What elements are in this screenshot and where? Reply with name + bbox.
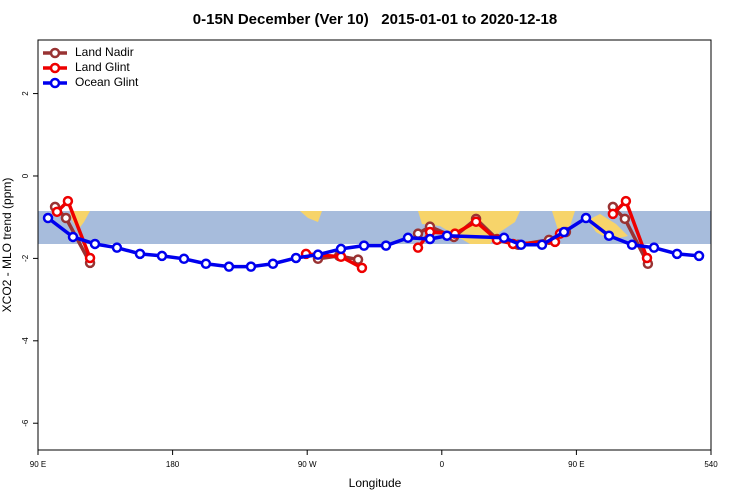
data-point: [671, 248, 683, 260]
data-point: [603, 230, 615, 241]
data-point: [89, 238, 101, 250]
data-point: [223, 261, 235, 272]
data-point: [290, 252, 302, 264]
data-point: [380, 240, 392, 251]
data-point: [626, 239, 638, 251]
legend-label: Land Nadir: [75, 45, 134, 59]
data-point: [424, 233, 436, 245]
legend-label: Ocean Glint: [75, 75, 139, 89]
data-point: [620, 195, 632, 207]
data-point: [402, 232, 414, 244]
chart-title: 0-15N December (Ver 10) 2015-01-01 to 20…: [193, 11, 557, 28]
data-point: [245, 261, 257, 272]
x-tick-label: 0: [440, 460, 445, 469]
data-point: [648, 242, 660, 253]
data-point: [111, 242, 123, 253]
data-point: [470, 216, 482, 227]
data-point: [641, 252, 653, 264]
y-tick-label: -6: [21, 419, 30, 427]
y-tick-label: -2: [21, 254, 30, 262]
legend-label: Land Glint: [75, 60, 130, 74]
data-point: [42, 212, 54, 224]
x-tick-label: 540: [704, 460, 718, 469]
legend-marker: [49, 62, 61, 74]
x-axis-label: Longitude: [349, 476, 402, 490]
y-axis-label: XCO2 - MLO trend (ppm): [0, 178, 14, 313]
plot-frame: [37, 39, 712, 451]
data-point: [607, 208, 619, 220]
data-point: [580, 212, 592, 224]
y-tick-label: 0: [21, 173, 30, 178]
data-point: [200, 258, 212, 269]
x-tick-label: 180: [166, 460, 180, 469]
data-point: [267, 258, 279, 269]
data-point: [515, 239, 527, 251]
y-tick-label: -4: [21, 337, 30, 345]
data-point: [178, 253, 190, 265]
data-point: [619, 213, 631, 225]
data-point: [134, 248, 146, 260]
x-tick-label: 90 E: [30, 460, 46, 469]
data-point: [312, 249, 324, 260]
data-point: [84, 252, 96, 264]
data-point: [356, 262, 368, 274]
data-point: [67, 231, 79, 243]
data-point: [358, 240, 370, 251]
data-point: [352, 254, 364, 265]
y-tick-label: 2: [21, 91, 30, 96]
data-point: [156, 250, 168, 262]
data-point: [412, 242, 424, 253]
legend-marker: [49, 77, 61, 89]
data-point: [536, 239, 548, 251]
data-point: [60, 212, 72, 224]
x-tick-label: 90 E: [568, 460, 584, 469]
x-tick-label: 90 W: [298, 460, 317, 469]
data-point: [558, 226, 570, 238]
legend-marker: [49, 47, 61, 59]
data-point: [335, 243, 347, 255]
data-point: [51, 206, 63, 218]
data-point: [498, 232, 510, 244]
data-point: [441, 230, 453, 241]
data-point: [693, 250, 705, 262]
data-point: [62, 195, 74, 207]
